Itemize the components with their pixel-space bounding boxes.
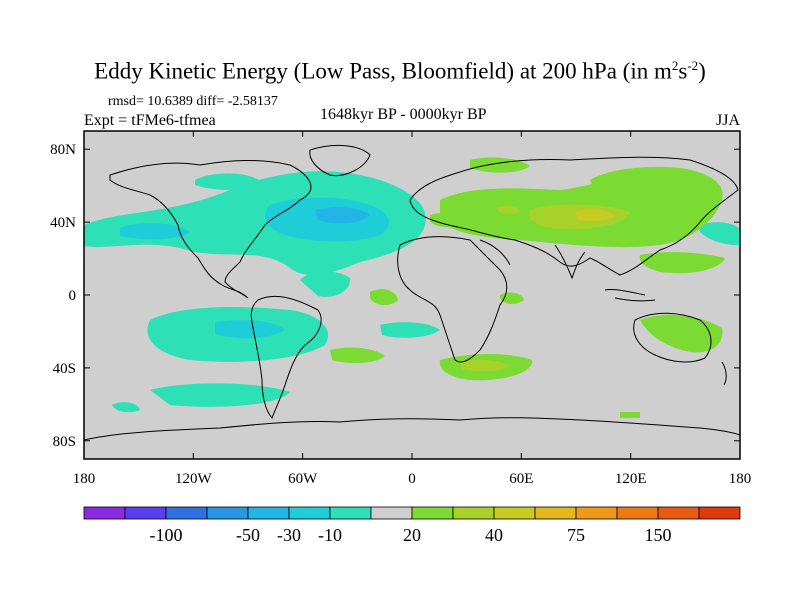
colorbar-swatch (370, 506, 413, 520)
map-axes: 180 120W 60W 0 60E 120E 180 80N 40N 0 40S 80S (50, 131, 751, 487)
stats-label: rmsd= 10.6389 diff= -2.58137 (108, 94, 278, 109)
colorbar-label: -100 (150, 525, 183, 545)
colorbar-swatch (657, 506, 700, 520)
colorbar-swatch (493, 506, 536, 520)
season-label: JJA (716, 112, 741, 129)
coastline-arabia-india (479, 239, 586, 280)
coastline-australia (633, 312, 712, 363)
coastline-africa (397, 236, 508, 363)
colorbar-swatch (206, 506, 249, 520)
y-tick-label: 40N (50, 215, 76, 231)
colorbar-swatch (247, 506, 290, 520)
coastline-antarctica (84, 417, 740, 441)
x-tick-label: 180 (73, 471, 96, 487)
colorbar-label: 75 (567, 525, 585, 545)
x-tick-label: 60W (288, 471, 318, 487)
colorbar-swatch (83, 506, 126, 520)
y-tick-label: 40S (53, 361, 76, 377)
colorbar-label: 150 (645, 525, 672, 545)
colorbar-swatch (452, 506, 495, 520)
y-tick-label: 80N (50, 142, 76, 158)
colorbar-label: -10 (318, 525, 342, 545)
coastline-north-america (109, 160, 312, 299)
experiment-label: Expt = tFMe6-tfmea (84, 112, 216, 129)
colorbar-swatch (575, 506, 618, 520)
y-tick-label: 0 (69, 288, 77, 304)
x-tick-label: 180 (729, 471, 752, 487)
colorbar-swatch (329, 506, 372, 520)
colorbar-swatch (616, 506, 659, 520)
colorbar-label: 20 (403, 525, 421, 545)
coastlines (84, 145, 740, 441)
x-tick-label: 120E (615, 471, 647, 487)
chart-title: Eddy Kinetic Energy (Low Pass, Bloomfiel… (94, 58, 706, 84)
coastline-eurasia (409, 156, 739, 276)
x-tick-label: 0 (408, 471, 416, 487)
colorbar-swatch (288, 506, 331, 520)
colorbar-swatch (165, 506, 208, 520)
anomaly-field (84, 145, 740, 441)
colorbar-swatch (698, 506, 741, 520)
negative-anomaly-band-north (84, 171, 740, 297)
period-label: 1648kyr BP - 0000kyr BP (320, 106, 487, 123)
positive-anomaly-max-asia (575, 209, 615, 221)
x-tick-label: 60E (509, 471, 533, 487)
negative-anomaly-core-south (215, 320, 285, 339)
colorbar-label: 40 (485, 525, 503, 545)
colorbar-label: -50 (236, 525, 260, 545)
coastline-greenland (309, 145, 371, 177)
coastline-new-zealand (721, 361, 727, 386)
coastline-indonesia (604, 289, 656, 302)
colorbar-swatch (534, 506, 577, 520)
negative-anomaly-max-north (315, 207, 370, 224)
colorbar-swatch (411, 506, 454, 520)
y-tick-label: 80S (53, 434, 76, 450)
coastline-south-america (250, 295, 322, 419)
x-tick-label: 120W (175, 471, 213, 487)
colorbar-swatch (124, 506, 167, 520)
colorbar-label: -30 (277, 525, 301, 545)
positive-anomaly-south-core (460, 359, 510, 372)
colorbar: -100 -50 -30 -10 20 40 75 150 (83, 506, 741, 545)
